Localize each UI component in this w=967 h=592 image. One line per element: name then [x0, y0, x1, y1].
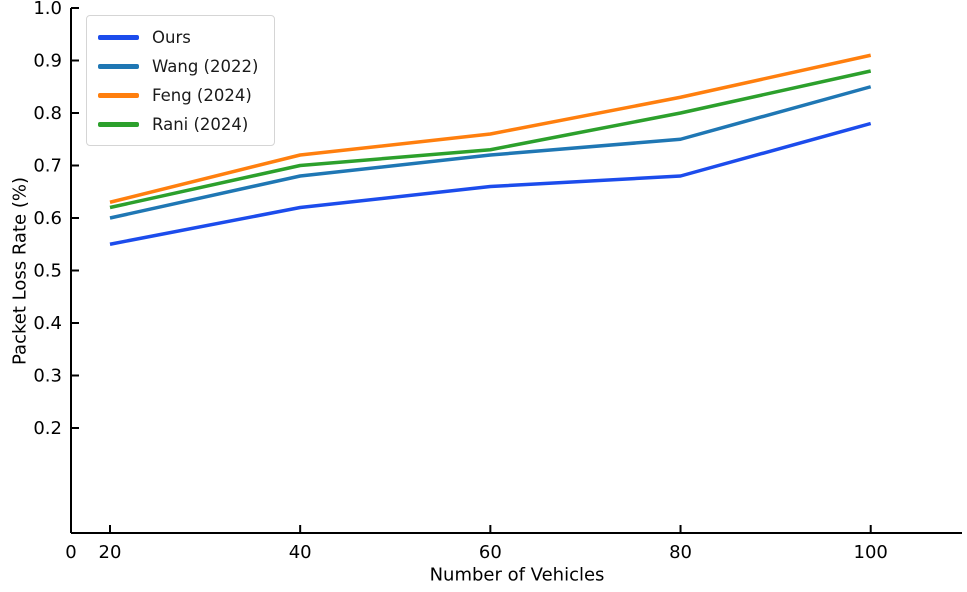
y-tick-label: 0.3 [33, 366, 62, 387]
legend-item-rani-2024: Rani (2024) [98, 112, 258, 136]
legend-box: Ours Wang (2022) Feng (2024) Rani (2024) [86, 15, 276, 146]
x-tick-label: 40 [289, 542, 312, 563]
x-axis-label: Number of Vehicles [429, 564, 605, 586]
y-tick-label: 0.2 [33, 418, 62, 439]
legend-swatch-wang-2022 [98, 63, 139, 69]
series-line-wang-2022 [109, 85, 872, 220]
y-tick-label: 0.9 [33, 51, 62, 72]
y-tick-label: 1.0 [33, 0, 62, 19]
y-tick-label: 0.8 [33, 103, 62, 124]
x-tick-label: 20 [99, 542, 122, 563]
y-tick-label: 0.5 [33, 261, 62, 282]
legend-item-ours: Ours [98, 25, 258, 49]
y-tick-label: 0.4 [33, 313, 62, 334]
legend-swatch-feng-2024 [98, 92, 139, 98]
legend-label-wang-2022: Wang (2022) [152, 56, 259, 76]
x-tick-label: 60 [479, 542, 502, 563]
x-tick-label: 0 [65, 542, 76, 563]
legend-label-rani-2024: Rani (2024) [152, 114, 249, 134]
series-line-rani-2024 [109, 69, 872, 210]
legend-swatch-ours [98, 34, 139, 40]
x-tick-label: 80 [669, 542, 692, 563]
x-tick-label: 100 [854, 542, 888, 563]
legend-label-feng-2024: Feng (2024) [152, 85, 252, 105]
y-tick-label: 0.6 [33, 208, 62, 229]
y-tick-label: 0.7 [33, 156, 62, 177]
y-axis-label: Packet Loss Rate (%) [9, 177, 31, 365]
legend-label-ours: Ours [152, 27, 191, 47]
legend-item-wang-2022: Wang (2022) [98, 54, 258, 78]
series-line-ours [109, 121, 872, 246]
series-line-feng-2024 [109, 53, 872, 204]
legend-item-feng-2024: Feng (2024) [98, 83, 258, 107]
legend-swatch-rani-2024 [98, 121, 139, 127]
